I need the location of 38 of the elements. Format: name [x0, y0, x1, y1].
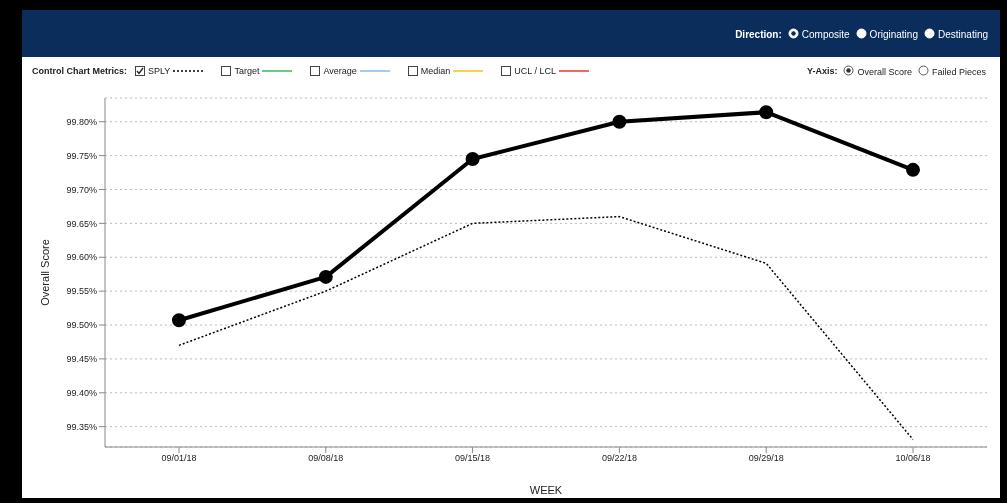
x-tick-label: 09/01/18: [161, 453, 197, 464]
y-tick-label: 99.55%: [66, 286, 97, 297]
x-tick-label: 10/06/18: [895, 453, 931, 464]
point: [612, 114, 627, 129]
text: Target: [233, 66, 261, 76]
text: Y-Axis:: [806, 66, 838, 76]
point: [172, 313, 186, 328]
y-tick-label: 99.60%: [66, 252, 97, 263]
x-tick-label: 09/22/18: [601, 453, 637, 464]
point: [318, 269, 333, 284]
y-tick-label: 99.45%: [66, 354, 97, 365]
line-series: [178, 215, 914, 441]
point: [759, 105, 774, 120]
point: [906, 162, 920, 177]
text: Destinating: [936, 28, 988, 40]
y-tick-label: 99.40%: [66, 387, 97, 398]
y-axis-title: Overall Score: [38, 239, 51, 306]
text: Failed Pieces: [930, 66, 986, 77]
y-tick-label: 99.80%: [66, 116, 97, 127]
text: Composite: [800, 28, 850, 40]
point: [465, 151, 480, 166]
y-tick-label: 99.35%: [66, 421, 97, 432]
y-tick-label: 99.50%: [66, 320, 97, 331]
y-tick-label: 99.70%: [66, 184, 97, 195]
text: Median: [419, 66, 452, 76]
text: SPLY: [147, 66, 172, 76]
text: Overall Score: [856, 66, 912, 77]
x-tick-label: 09/08/18: [308, 453, 344, 464]
y-tick-label: 99.65%: [66, 218, 97, 229]
x-tick-label: 09/15/18: [455, 453, 491, 464]
text: Average: [322, 66, 358, 76]
text: UCL / LCL: [513, 66, 557, 76]
y-tick-label: 99.75%: [66, 150, 97, 161]
x-tick-label: 09/29/18: [748, 453, 784, 464]
x-axis-title: WEEK: [529, 484, 563, 496]
text: Originating: [868, 28, 918, 40]
text: Direction:: [735, 28, 782, 40]
text: Control Chart Metrics:: [32, 66, 128, 76]
